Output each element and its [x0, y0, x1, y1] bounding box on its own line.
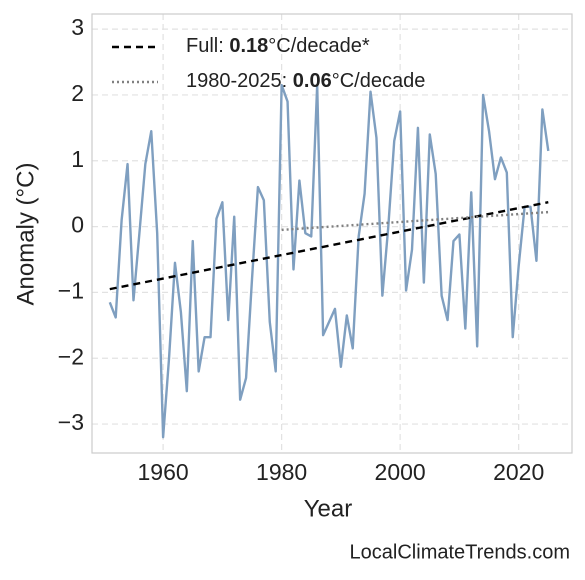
y-tick-label: −2 — [58, 343, 84, 369]
x-axis-label: Year — [304, 495, 353, 522]
y-tick-label: 1 — [71, 146, 84, 172]
y-tick-label: −1 — [58, 277, 84, 303]
legend-rate: 0.06 — [293, 70, 332, 92]
x-tick-label: 2020 — [493, 459, 544, 485]
y-tick-label: 0 — [71, 212, 84, 238]
legend-name: Full: — [186, 35, 229, 57]
legend-label: 1980-2025: 0.06°C/decade — [186, 70, 425, 92]
y-axis-label: Anomaly (°C) — [12, 163, 39, 306]
source: LocalClimateTrends.com — [350, 541, 570, 563]
y-tick-label: −3 — [58, 409, 84, 435]
legend-name: 1980-2025: — [186, 70, 293, 92]
x-tick-label: 1960 — [138, 459, 189, 485]
x-tick-label: 2000 — [375, 459, 426, 485]
x-tick-label: 1980 — [256, 459, 307, 485]
legend-unit: °C/decade — [332, 70, 426, 92]
anomaly-line — [108, 83, 550, 439]
y-tick-label: 3 — [71, 14, 84, 40]
y-tick-label: 2 — [71, 80, 84, 106]
plot-frame — [91, 13, 573, 454]
legend-rate: 0.18 — [229, 35, 268, 57]
legend-label: Full: 0.18°C/decade* — [186, 35, 370, 57]
trend-line — [109, 201, 549, 291]
legend-unit: °C/decade* — [268, 35, 370, 57]
